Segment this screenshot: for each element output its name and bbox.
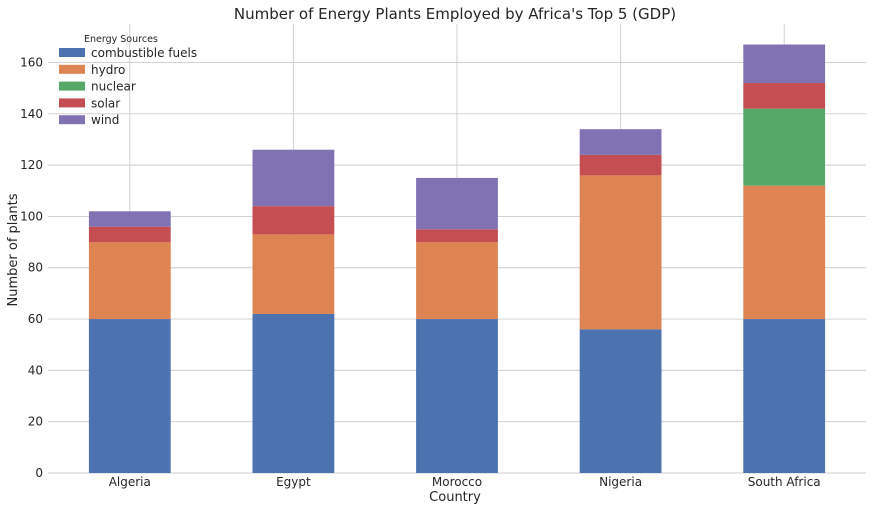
legend-label-combustible-fuels: combustible fuels bbox=[91, 46, 197, 60]
y-tick-label: 100 bbox=[20, 209, 43, 223]
bar-algeria-wind bbox=[88, 211, 171, 227]
x-axis-ticks: Algeria Egypt Morocco Nigeria South Africa bbox=[109, 475, 821, 489]
legend-label-hydro: hydro bbox=[91, 63, 125, 77]
x-tick-label: South Africa bbox=[748, 475, 821, 489]
x-tick-label: Nigeria bbox=[599, 475, 642, 489]
y-axis-label: Number of plants bbox=[6, 193, 21, 306]
bar-nigeria-solar bbox=[579, 154, 662, 176]
legend-swatch-solar bbox=[59, 98, 85, 108]
legend-title: Energy Sources bbox=[84, 34, 158, 45]
bar-south-africa-nuclear bbox=[743, 108, 826, 186]
legend: Energy Sources combustible fuels hydro nuc… bbox=[59, 34, 197, 127]
legend-swatch-wind bbox=[59, 115, 85, 125]
y-tick-label: 80 bbox=[28, 261, 43, 275]
y-tick-label: 0 bbox=[35, 466, 43, 480]
y-tick-label: 160 bbox=[20, 55, 43, 69]
bar-egypt-hydro bbox=[252, 234, 335, 314]
y-tick-label: 140 bbox=[20, 107, 43, 121]
bar-south-africa-combustible-fuels bbox=[743, 319, 826, 473]
y-axis-ticks: 0 20 40 60 80 100 120 140 160 bbox=[20, 55, 43, 480]
bar-south-africa-wind bbox=[743, 44, 826, 84]
bar-morocco-wind bbox=[416, 177, 498, 230]
bar-morocco-combustible-fuels bbox=[416, 319, 498, 473]
bar-egypt-combustible-fuels bbox=[252, 313, 335, 473]
y-tick-label: 40 bbox=[28, 363, 43, 377]
bar-south-africa-solar bbox=[743, 83, 826, 109]
bar-egypt-solar bbox=[252, 206, 335, 235]
bar-morocco-solar bbox=[416, 229, 498, 243]
y-tick-label: 120 bbox=[20, 158, 43, 172]
bar-egypt-wind bbox=[252, 149, 335, 207]
bar-nigeria-wind bbox=[579, 129, 662, 155]
bar-nigeria-combustible-fuels bbox=[579, 329, 662, 473]
legend-label-wind: wind bbox=[91, 113, 119, 127]
bar-algeria-combustible-fuels bbox=[88, 319, 171, 473]
legend-label-solar: solar bbox=[91, 96, 120, 110]
bar-nigeria-hydro bbox=[579, 175, 662, 330]
chart-title: Number of Energy Plants Employed by Afri… bbox=[234, 5, 676, 23]
x-axis-label: Country bbox=[429, 490, 481, 505]
bar-south-africa-hydro bbox=[743, 185, 826, 320]
legend-swatch-hydro bbox=[59, 64, 85, 74]
legend-label-nuclear: nuclear bbox=[91, 80, 136, 94]
legend-swatch-combustible-fuels bbox=[59, 48, 85, 57]
bar-algeria-hydro bbox=[88, 242, 171, 320]
y-tick-label: 60 bbox=[28, 312, 43, 326]
x-tick-label: Egypt bbox=[276, 475, 311, 489]
y-tick-label: 20 bbox=[28, 415, 43, 429]
bar-algeria-solar bbox=[88, 226, 171, 243]
x-tick-label: Morocco bbox=[432, 475, 482, 489]
legend-swatch-nuclear bbox=[59, 81, 85, 91]
x-tick-label: Algeria bbox=[109, 475, 151, 489]
bar-morocco-hydro bbox=[416, 242, 498, 320]
bars bbox=[88, 44, 826, 473]
